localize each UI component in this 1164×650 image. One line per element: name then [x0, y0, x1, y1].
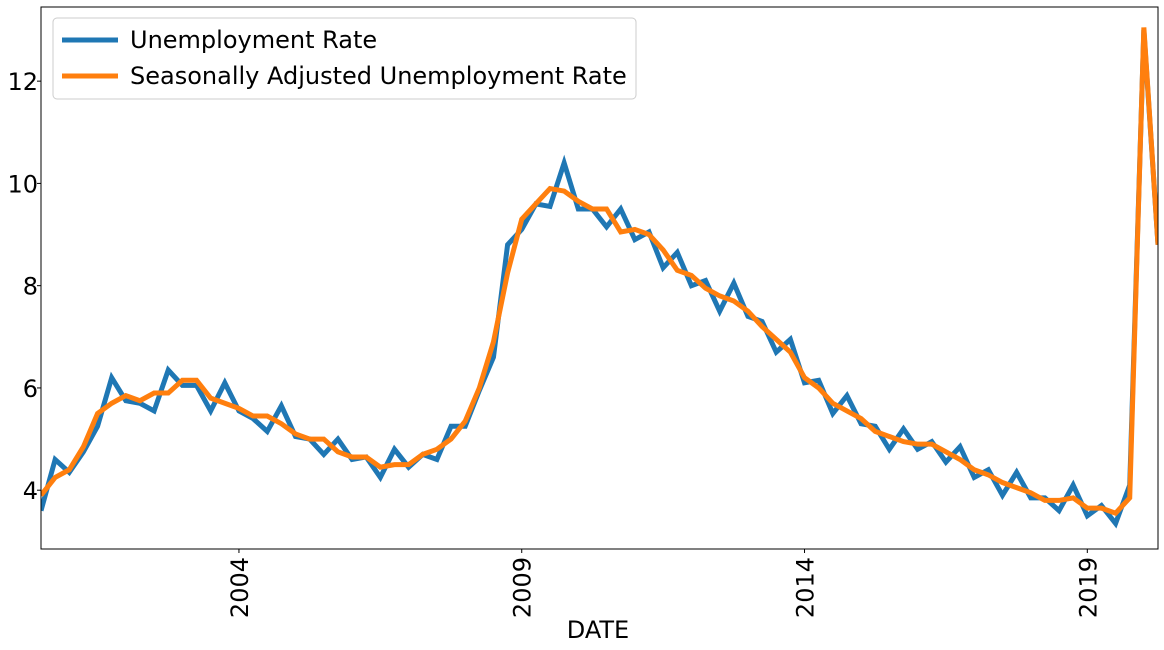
y-axis: 4 6 8 10 12 [7, 68, 41, 505]
y-tick-label-6: 6 [23, 375, 38, 403]
x-tick-label-2004: 2004 [226, 557, 254, 618]
y-tick-label-8: 8 [23, 273, 38, 301]
x-tick-label-2019: 2019 [1074, 557, 1102, 618]
plot-frame [40, 6, 1159, 550]
legend: Unemployment Rate Seasonally Adjusted Un… [52, 17, 637, 100]
y-tick-label-4: 4 [23, 477, 38, 505]
legend-label-seasonally-adjusted: Seasonally Adjusted Unemployment Rate [130, 62, 627, 90]
legend-label-unemployment-rate: Unemployment Rate [130, 26, 377, 54]
series-line-seasonally-adjusted-unemployment-rate [41, 27, 1158, 517]
y-tick-label-10: 10 [7, 170, 38, 198]
x-axis: 2004 2009 2014 2019 [226, 549, 1102, 618]
x-axis-title: DATE [567, 616, 629, 644]
y-tick-label-12: 12 [7, 68, 38, 96]
legend-box [52, 17, 637, 100]
x-tick-label-2014: 2014 [792, 557, 820, 618]
plot-lines [41, 27, 1158, 529]
series-line-unemployment-rate [41, 29, 1158, 529]
x-tick-label-2009: 2009 [509, 557, 537, 618]
